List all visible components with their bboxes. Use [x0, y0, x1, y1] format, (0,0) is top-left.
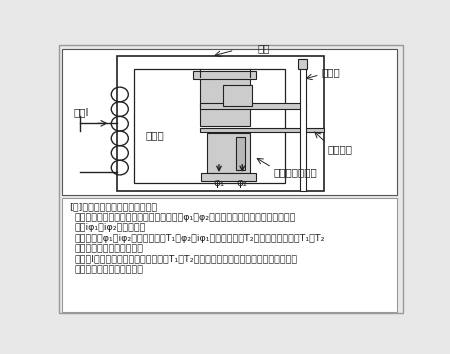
Text: φ₁: φ₁ [213, 178, 225, 188]
Text: 動作することとなる。: 動作することとなる。 [74, 265, 143, 274]
Text: 回転円板: 回転円板 [328, 144, 352, 154]
Bar [63, 48, 397, 195]
Bar [134, 69, 285, 183]
Bar [200, 128, 324, 132]
Bar [298, 59, 307, 69]
Bar [194, 71, 256, 79]
Text: φ₂: φ₂ [237, 178, 248, 188]
Bar [63, 198, 397, 312]
Text: コイル: コイル [145, 130, 164, 140]
Text: iφ₁、iφ₂が流れる。: iφ₁、iφ₂が流れる。 [74, 223, 145, 233]
Bar [200, 77, 250, 126]
Text: くま取りコイル: くま取りコイル [273, 167, 317, 177]
Bar [300, 59, 306, 191]
Text: 電流I: 電流I [73, 107, 89, 117]
Text: ・電流Iが大きくなると回転トルク（T₁－T₂）も大きくなり、円板が回転し継電器が: ・電流Iが大きくなると回転トルク（T₁－T₂）も大きくなり、円板が回転し継電器が [74, 255, 297, 264]
Text: ・このときφ₁とiφ₂によるトルクT₁、φ₂とiφ₁によるトルクT₂が発生するので、T₁－T₂: ・このときφ₁とiφ₂によるトルクT₁、φ₂とiφ₁によるトルクT₂が発生するの… [74, 234, 324, 243]
Bar [117, 56, 324, 191]
Text: が回転トルクとなる。: が回転トルクとなる。 [74, 244, 143, 253]
Text: 回転軸: 回転軸 [321, 67, 340, 77]
Bar [200, 103, 306, 109]
Text: 鉄心: 鉄心 [258, 44, 270, 54]
Text: [注]　円板が回転するメカニズム: [注] 円板が回転するメカニズム [69, 202, 158, 212]
Text: ・誘導円板に位相の異なる二つの交番磁界φ₁、φ₂が作用するので、円板上に渦電流: ・誘導円板に位相の異なる二つの交番磁界φ₁、φ₂が作用するので、円板上に渦電流 [74, 213, 296, 222]
Bar [201, 173, 256, 181]
Bar [223, 85, 252, 107]
Bar [236, 137, 245, 170]
Bar [207, 133, 250, 173]
